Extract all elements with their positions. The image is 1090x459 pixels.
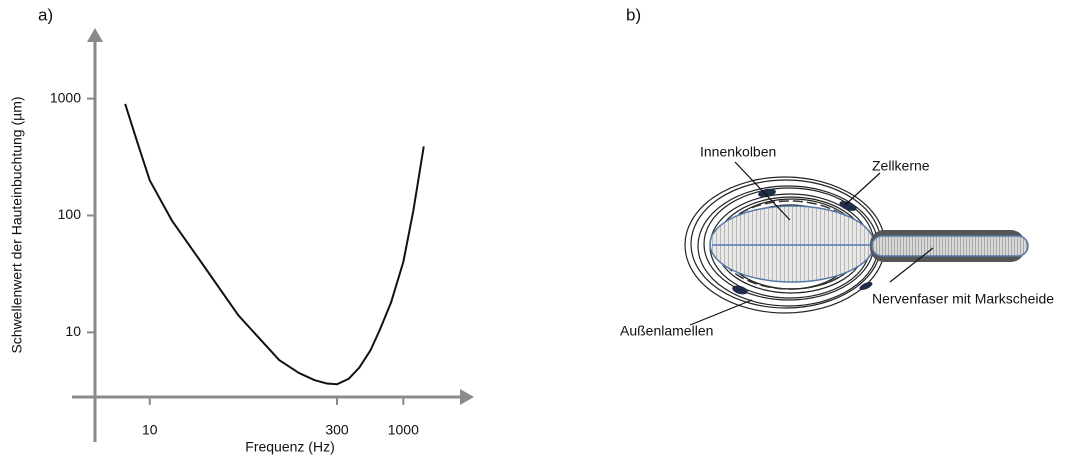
y-tick-label: 10	[65, 323, 81, 339]
diagram-b: b) Innenkolben Zellkerne	[620, 5, 1054, 338]
curve	[124, 103, 425, 386]
y-axis-arrow	[87, 28, 103, 42]
inner-bulb	[709, 205, 875, 283]
y-tick-label: 1000	[50, 89, 81, 105]
panel-label: a)	[38, 5, 53, 24]
x-tick-label: 10	[142, 422, 158, 438]
panel-label: b)	[626, 5, 641, 24]
x-tick-label: 300	[325, 422, 349, 438]
x-axis-label: Frequenz (Hz)	[245, 439, 334, 455]
label-nervenfaser: Nervenfaser mit Markscheide	[872, 291, 1054, 307]
x-tick-label: 1000	[388, 422, 419, 438]
y-tick-label: 100	[58, 206, 82, 222]
chart-a: a) Frequenz (Hz) Schwellenwert der Haute…	[9, 5, 474, 455]
label-innenkolben: Innenkolben	[700, 144, 776, 160]
y-axis-label: Schwellenwert der Hauteinbuchtung (µm)	[9, 96, 25, 353]
nerve-fiber	[871, 235, 1029, 257]
x-axis-arrow	[460, 389, 474, 405]
leader-lines	[689, 161, 934, 326]
label-zellkerne: Zellkerne	[872, 158, 930, 174]
label-aussenlamellen: Außenlamellen	[620, 323, 713, 339]
